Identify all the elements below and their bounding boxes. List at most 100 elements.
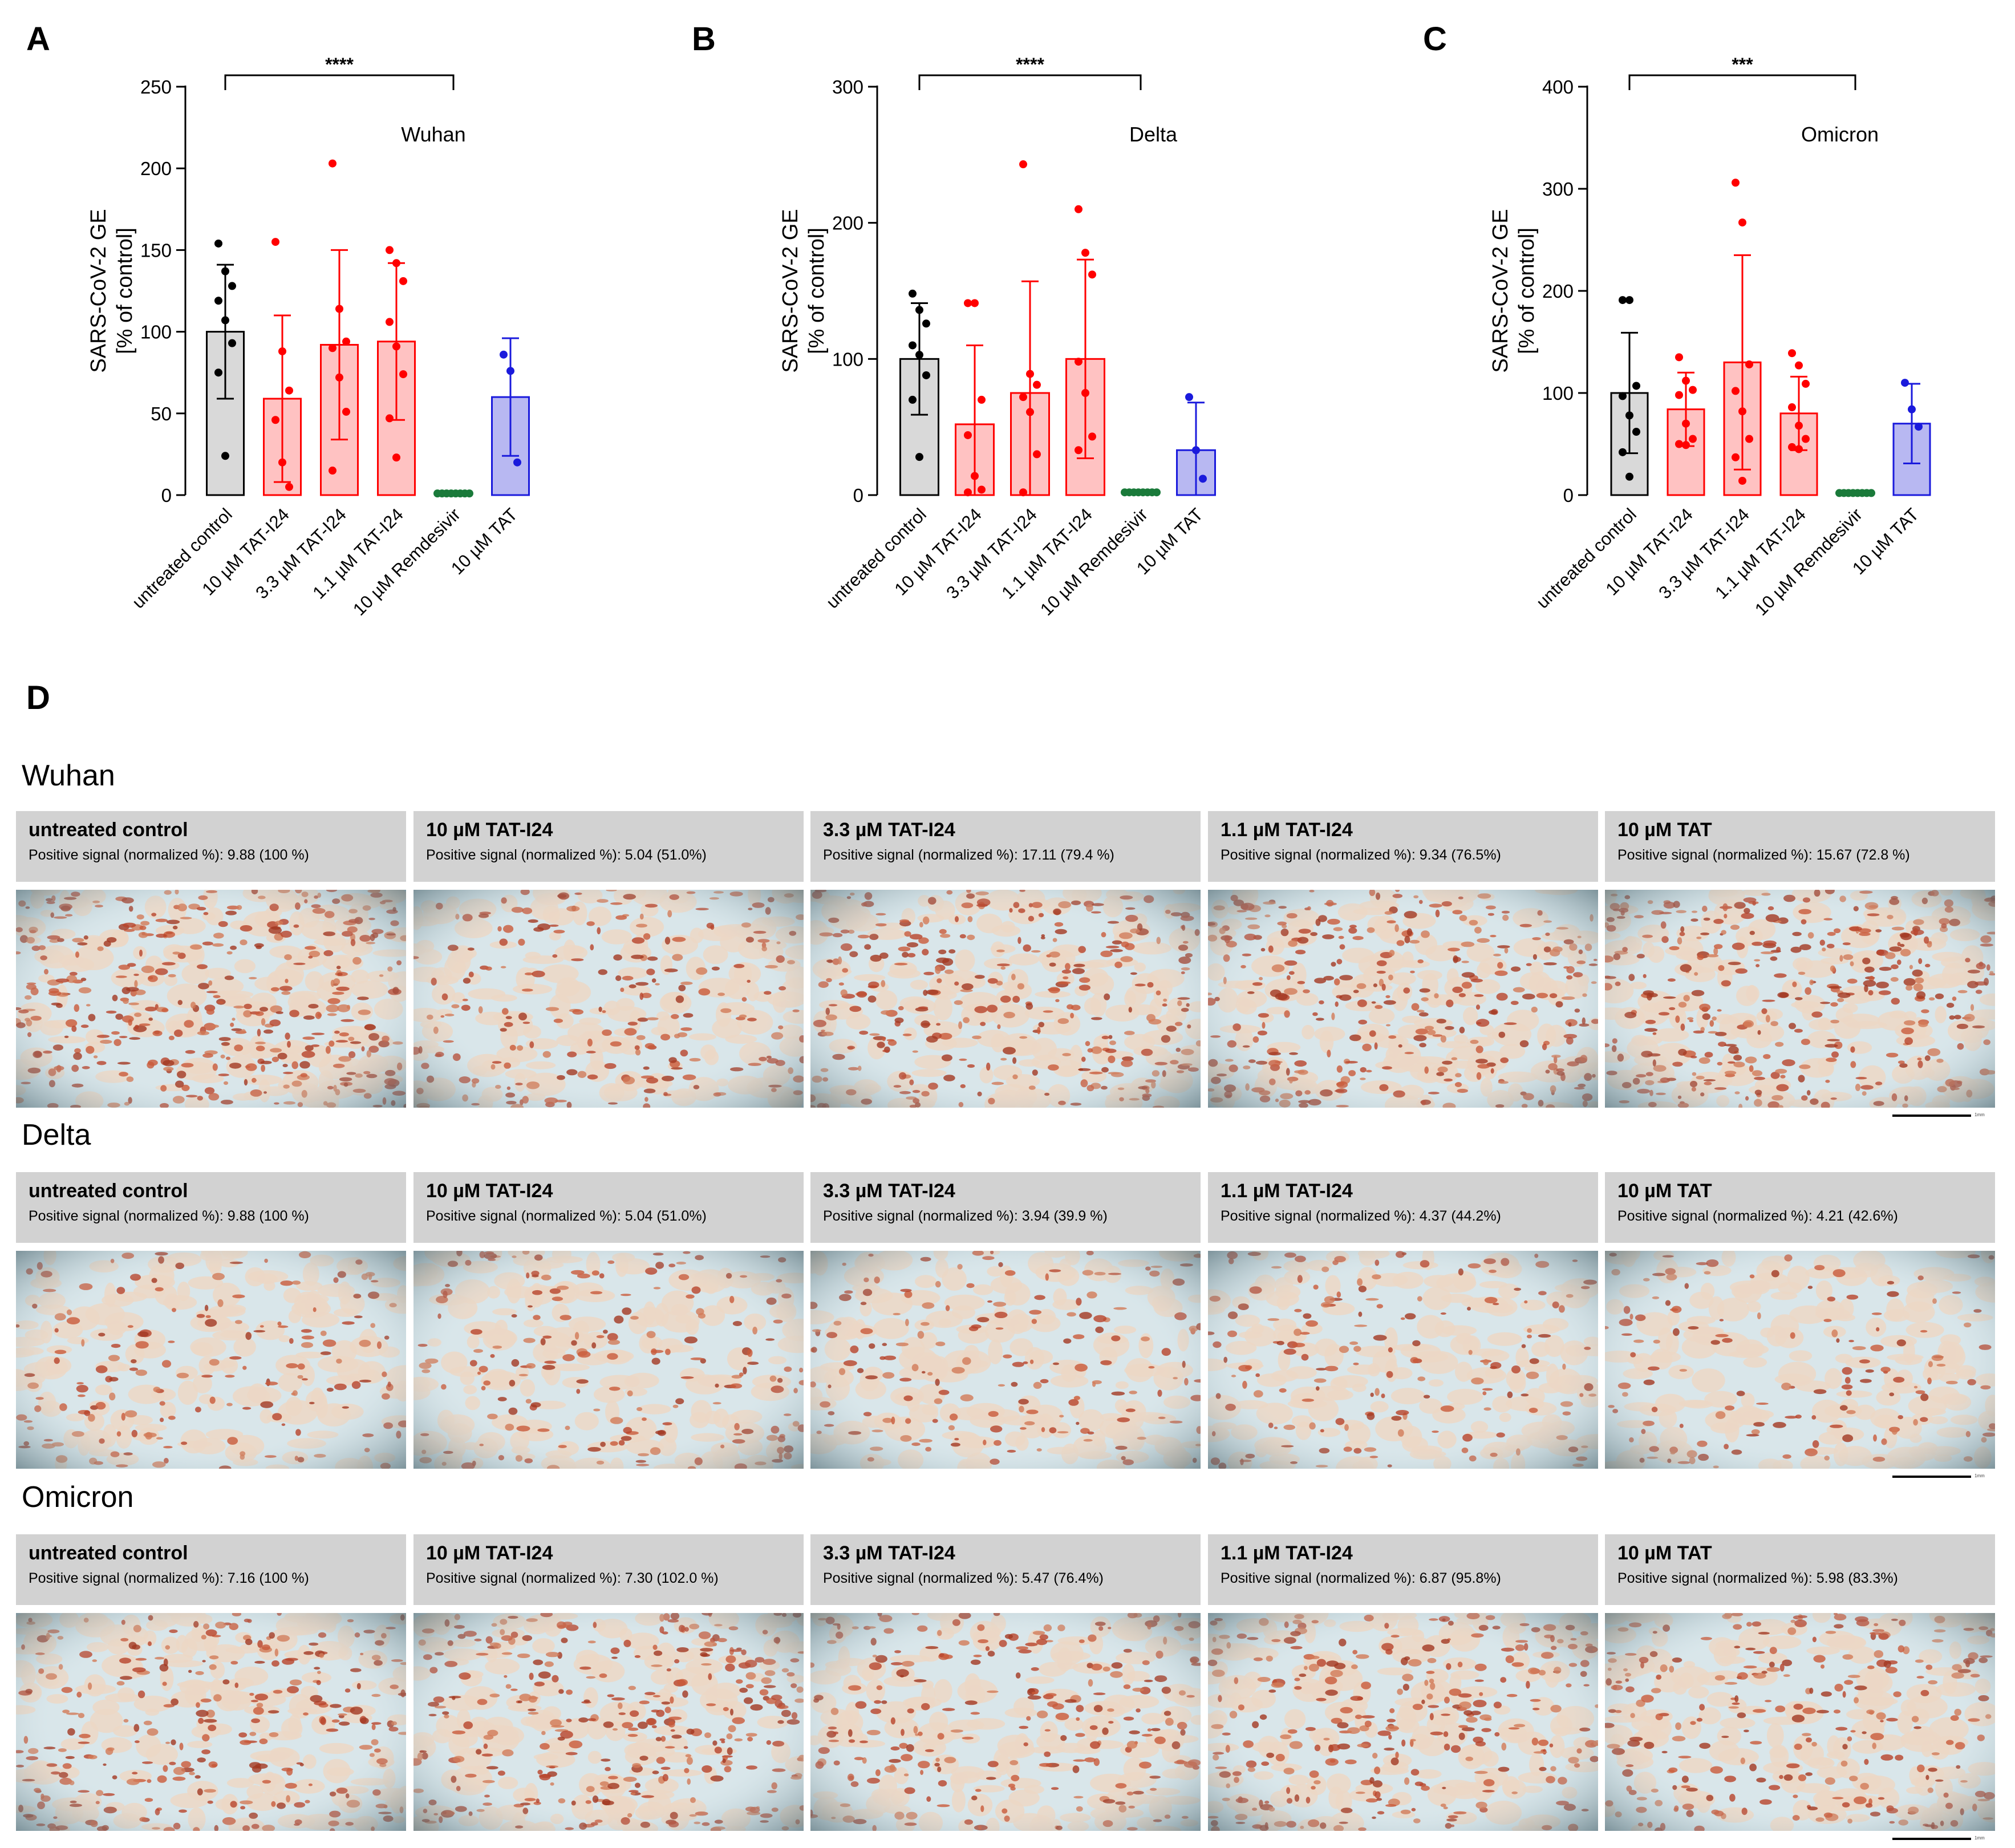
data-point: [1682, 441, 1690, 449]
data-point: [1019, 488, 1027, 497]
micrograph-header: 10 µM TAT Positive signal (normalized %):…: [1605, 811, 1995, 882]
micrograph-header: untreated control Positive signal (normal…: [16, 811, 406, 882]
micrograph-title: 10 µM TAT-I24: [426, 1180, 553, 1202]
data-point: [1619, 448, 1627, 456]
data-point: [271, 238, 279, 246]
data-point: [228, 282, 236, 290]
data-point: [1026, 408, 1034, 416]
scale-bar-label: 1mm: [1975, 1835, 1985, 1841]
micrograph-title: 10 µM TAT: [1617, 1542, 1712, 1564]
micrograph-panel: 1.1 µM TAT-I24 Positive signal (normalize…: [1208, 1534, 1598, 1831]
positive-signal-text: Positive signal (normalized %): 7.16 (10…: [29, 1570, 309, 1586]
micrograph-panel: 10 µM TAT-I24 Positive signal (normalized…: [413, 811, 804, 1108]
data-point: [909, 395, 917, 404]
data-point: [909, 341, 917, 350]
micrograph-title: 1.1 µM TAT-I24: [1221, 1180, 1353, 1202]
micrograph-panel: 10 µM TAT Positive signal (normalized %):…: [1605, 1172, 1995, 1469]
data-point: [1019, 393, 1027, 402]
data-point: [399, 370, 407, 379]
data-point: [1901, 379, 1909, 387]
micrograph-title: 10 µM TAT-I24: [426, 819, 553, 841]
micrograph-header: 3.3 µM TAT-I24 Positive signal (normalize…: [810, 811, 1201, 882]
data-point: [1619, 392, 1627, 400]
data-point: [1675, 353, 1683, 362]
data-point: [1033, 380, 1041, 389]
row-label-wuhan: Wuhan: [22, 759, 115, 792]
x-tick-label: untreated control: [1532, 504, 1640, 612]
data-point: [329, 159, 336, 168]
scale-bar-label: 1mm: [1975, 1112, 1985, 1117]
micrograph-row-delta: untreated control Positive signal (normal…: [16, 1172, 1997, 1469]
micrograph-header: 3.3 µM TAT-I24 Positive signal (normalize…: [810, 1534, 1201, 1605]
data-point: [1675, 391, 1683, 399]
data-point: [500, 350, 508, 359]
data-point: [1689, 386, 1697, 394]
data-point: [386, 246, 394, 254]
data-point: [1795, 422, 1803, 430]
micrograph-title: 10 µM TAT: [1617, 1180, 1712, 1202]
data-point: [1019, 160, 1027, 169]
data-point: [1619, 296, 1627, 305]
data-point: [392, 453, 400, 462]
y-tick-label: 50: [151, 403, 172, 424]
micrograph-panel: 10 µM TAT Positive signal (normalized %):…: [1605, 1534, 1995, 1831]
positive-signal-text: Positive signal (normalized %): 7.30 (10…: [426, 1570, 719, 1586]
x-tick-label: untreated control: [822, 504, 930, 612]
y-tick-label: 250: [140, 76, 172, 98]
micrograph-title: 10 µM TAT: [1617, 819, 1712, 841]
micrograph-image: [413, 1251, 804, 1469]
data-point: [1908, 405, 1916, 414]
micrograph-header: 10 µM TAT-I24 Positive signal (normalized…: [413, 1534, 804, 1605]
data-point: [1745, 435, 1753, 443]
data-point: [1192, 446, 1200, 455]
data-point: [964, 488, 972, 497]
data-point: [909, 289, 917, 298]
data-point: [1788, 349, 1796, 358]
y-axis-label: [% of control]: [113, 228, 137, 354]
data-point: [342, 337, 350, 346]
positive-signal-text: Positive signal (normalized %): 6.87 (95…: [1221, 1570, 1501, 1586]
data-point: [1682, 419, 1690, 428]
micrograph-title: untreated control: [29, 819, 188, 841]
data-point: [1745, 360, 1753, 368]
y-tick-label: 100: [832, 348, 863, 370]
micrograph-header: 1.1 µM TAT-I24 Positive signal (normalize…: [1208, 811, 1598, 882]
data-point: [278, 458, 286, 467]
y-tick-label: 100: [1542, 383, 1574, 404]
x-tick-label: untreated control: [128, 504, 236, 612]
positive-signal-text: Positive signal (normalized %): 3.94 (39…: [823, 1208, 1108, 1224]
micrograph-title: 3.3 µM TAT-I24: [823, 1542, 955, 1564]
positive-signal-text: Positive signal (normalized %): 5.04 (51…: [426, 847, 707, 863]
data-point: [1738, 407, 1746, 416]
significance-label: ****: [325, 54, 354, 75]
micrograph-image: [413, 1613, 804, 1831]
data-point: [1081, 249, 1089, 257]
data-point: [1153, 488, 1161, 497]
scale-bar-label: 1mm: [1975, 1473, 1985, 1478]
data-point: [329, 467, 336, 475]
data-point: [1199, 475, 1207, 483]
y-axis-label: SARS-CoV-2 GE: [1489, 209, 1513, 372]
micrograph-title: untreated control: [29, 1542, 188, 1564]
micrograph-panel: 10 µM TAT-I24 Positive signal (normalized…: [413, 1172, 804, 1469]
micrograph-image: [1208, 890, 1598, 1108]
significance-bracket: [1628, 74, 1856, 90]
data-point: [335, 373, 343, 382]
micrograph-image: [810, 1251, 1201, 1469]
y-tick-label: 400: [1542, 76, 1574, 98]
x-tick-label: 10 µM Remdesivir: [1036, 504, 1152, 619]
data-point: [1075, 205, 1082, 213]
data-point: [978, 485, 986, 494]
row-label-delta: Delta: [22, 1118, 91, 1152]
scale-bar: [1892, 1115, 1971, 1117]
data-point: [1915, 423, 1923, 431]
micrograph-title: 1.1 µM TAT-I24: [1221, 819, 1353, 841]
data-point: [386, 318, 394, 326]
data-point: [392, 259, 400, 268]
panel-letter: C: [1423, 21, 1447, 58]
data-point: [1732, 179, 1740, 187]
data-point: [978, 395, 986, 404]
micrograph-header: 1.1 µM TAT-I24 Positive signal (normalize…: [1208, 1534, 1598, 1605]
data-point: [1625, 411, 1633, 420]
data-point: [221, 267, 229, 275]
